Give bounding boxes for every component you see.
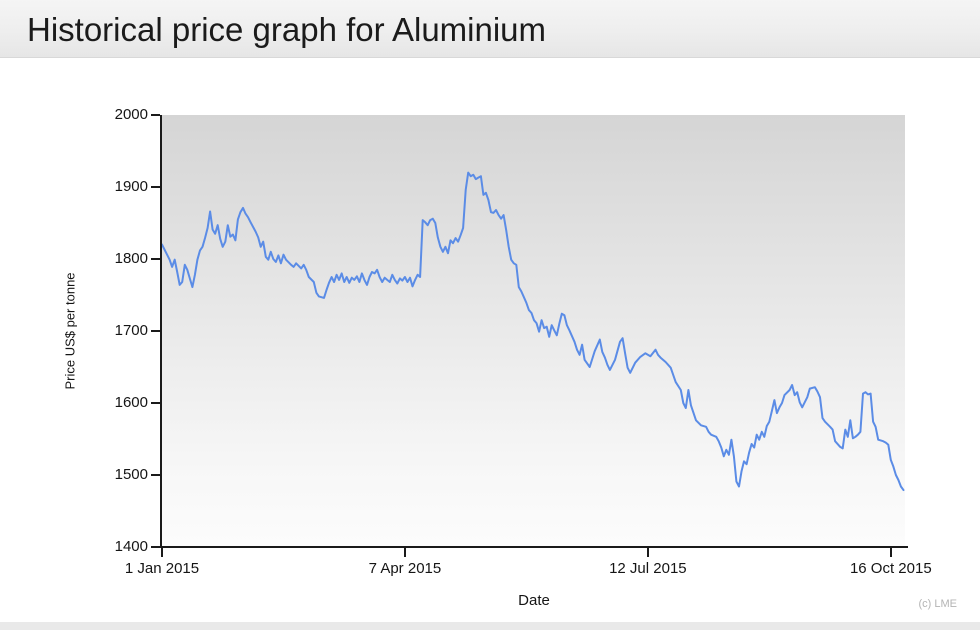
chart-area: 2000 1900 1800 1700 1600 1500 1400 1 Jan 2015 7… <box>0 58 980 622</box>
x-axis-title: Date <box>518 592 550 609</box>
y-tick-mark <box>151 402 160 404</box>
x-tick-mark <box>646 548 649 557</box>
x-tick-label: 7 Apr 2015 <box>368 560 442 577</box>
y-axis-title: Price US$ per tonne <box>62 272 78 390</box>
y-tick-mark <box>151 330 160 332</box>
y-tick-mark <box>151 474 160 476</box>
y-tick-mark <box>151 114 160 116</box>
y-tick-label: 1400 <box>114 538 148 555</box>
x-axis <box>151 546 908 548</box>
x-tick-mark <box>403 548 406 557</box>
price-line-chart <box>162 171 905 492</box>
y-tick-label: 1700 <box>114 322 148 339</box>
x-tick-label: 1 Jan 2015 <box>124 560 200 577</box>
y-tick-label: 1800 <box>114 250 148 267</box>
copyright-label: (c) LME <box>918 598 958 610</box>
y-tick-mark <box>151 546 160 548</box>
x-tick-mark <box>161 548 163 557</box>
x-tick-mark <box>889 548 892 557</box>
y-tick-label: 1900 <box>114 178 148 195</box>
y-tick-mark <box>151 258 160 260</box>
y-tick-mark <box>151 186 160 188</box>
x-tick-label: 16 Oct 2015 <box>849 560 932 577</box>
page-title: Historical price graph for Aluminium <box>27 11 547 48</box>
x-tick-label: 12 Jul 2015 <box>609 560 687 577</box>
page-header: Historical price graph for Aluminium <box>0 0 980 58</box>
y-axis <box>160 115 162 548</box>
plot-area <box>162 115 905 547</box>
price-line <box>162 171 905 492</box>
y-tick-label: 2000 <box>114 106 148 123</box>
y-tick-label: 1600 <box>114 394 148 411</box>
bottom-strip <box>0 622 980 630</box>
y-tick-label: 1500 <box>114 466 148 483</box>
